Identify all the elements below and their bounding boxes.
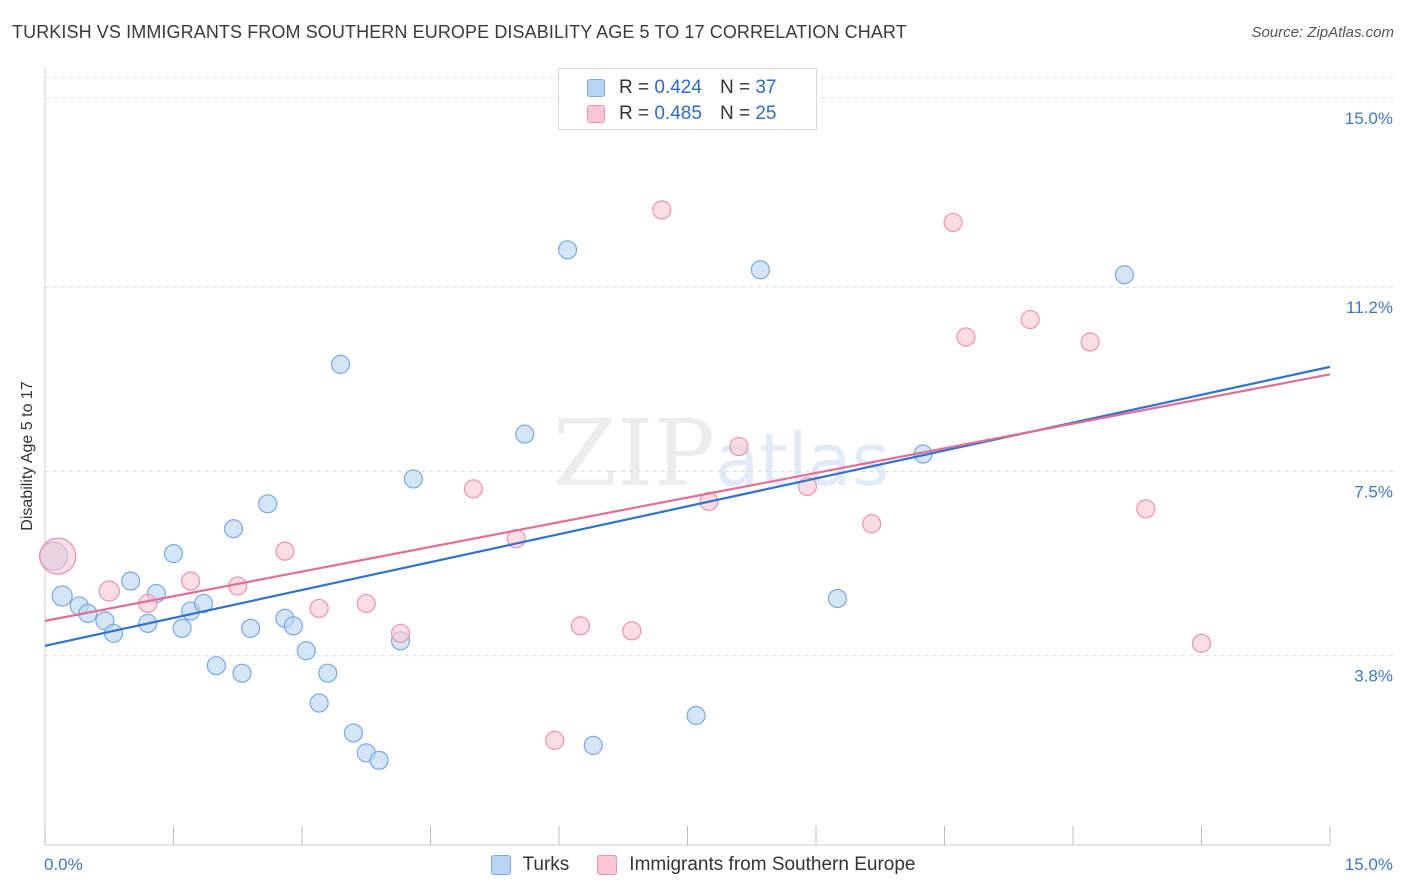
- series-name-turks: Turks: [522, 854, 570, 875]
- point-turks: [403, 469, 423, 489]
- point-turks: [750, 260, 770, 280]
- legend-r-label: R =: [619, 77, 650, 98]
- y-tick-label: 7.5%: [1354, 482, 1393, 501]
- legend-row-turks: R = 0.424 N = 37: [587, 77, 776, 99]
- point-turks: [172, 618, 192, 638]
- point-immigrants: [181, 571, 201, 591]
- point-turks: [515, 424, 535, 444]
- point-immigrants: [275, 541, 295, 561]
- point-turks: [1114, 265, 1135, 285]
- point-turks: [206, 656, 226, 676]
- legend-swatch-turks: [587, 79, 605, 97]
- legend-r-label: R =: [619, 103, 650, 124]
- point-immigrants: [652, 200, 672, 220]
- legend-n-value: 37: [755, 77, 777, 98]
- point-turks: [330, 354, 351, 374]
- legend-n-value: 25: [755, 103, 777, 124]
- point-turks: [121, 571, 141, 591]
- series-legend-turks[interactable]: Turks: [490, 854, 570, 876]
- point-immigrants: [463, 479, 483, 499]
- y-tick-label: 15.0%: [1345, 109, 1393, 128]
- chart-title: TURKISH VS IMMIGRANTS FROM SOUTHERN EURO…: [12, 22, 907, 42]
- x-tick-label-min: 0.0%: [44, 855, 83, 874]
- point-immigrants: [356, 593, 376, 614]
- stats-legend: R = 0.424 N = 37 R = 0.485 N = 25: [558, 68, 817, 130]
- source-label: Source: ZipAtlas.com: [1251, 24, 1394, 41]
- point-immigrants: [1080, 332, 1100, 352]
- legend-swatch-immigrants: [587, 105, 605, 123]
- series-legend-immigrants[interactable]: Immigrants from Southern Europe: [597, 854, 915, 876]
- point-immigrants: [570, 616, 591, 636]
- point-turks: [583, 735, 603, 755]
- legend-row-immigrants: R = 0.485 N = 25: [587, 103, 776, 125]
- point-turks: [296, 641, 316, 661]
- point-turks: [343, 723, 363, 743]
- series-name-immigrants: Immigrants from Southern Europe: [629, 854, 916, 875]
- point-turks: [557, 240, 578, 260]
- series-legend: Turks Immigrants from Southern Europe: [0, 852, 1406, 878]
- point-immigrants: [1136, 499, 1156, 519]
- point-immigrants: [729, 436, 749, 457]
- point-turks: [318, 663, 338, 683]
- point-immigrants: [943, 212, 963, 233]
- series-swatch-turks: [490, 855, 511, 875]
- point-turks: [827, 588, 848, 609]
- watermark: ZIPatlas: [553, 400, 889, 507]
- point-turks: [232, 663, 252, 683]
- legend-r-value: 0.485: [654, 103, 702, 124]
- point-immigrants: [545, 730, 565, 751]
- point-turks: [163, 544, 184, 564]
- point-turks: [309, 693, 329, 713]
- point-immigrants: [956, 327, 976, 347]
- point-immigrants: [622, 621, 642, 641]
- point-immigrants: [309, 598, 329, 619]
- point-immigrants: [862, 514, 882, 534]
- x-tick-label-max: 15.0%: [1345, 855, 1393, 874]
- legend-n-label: N =: [719, 77, 751, 98]
- watermark-zip: ZIP: [553, 400, 716, 507]
- point-turks: [369, 750, 389, 770]
- point-turks: [258, 494, 278, 514]
- point-immigrants: [1020, 309, 1040, 330]
- y-tick-label: 3.8%: [1354, 667, 1393, 686]
- point-turks: [223, 519, 244, 539]
- legend-r-value: 0.424: [654, 77, 702, 98]
- point-turks: [51, 585, 73, 607]
- point-immigrants: [39, 537, 77, 575]
- trend-line-immigrants: [44, 373, 1331, 622]
- point-turks: [686, 705, 706, 726]
- point-immigrants: [98, 580, 120, 602]
- series-swatch-immigrants: [597, 855, 618, 875]
- point-immigrants: [390, 623, 411, 643]
- legend-n-label: N =: [719, 103, 751, 124]
- point-turks: [283, 616, 304, 636]
- point-immigrants: [1191, 633, 1212, 653]
- y-tick-label: 11.2%: [1346, 298, 1393, 317]
- point-turks: [241, 618, 261, 638]
- trend-line-turks: [44, 365, 1331, 647]
